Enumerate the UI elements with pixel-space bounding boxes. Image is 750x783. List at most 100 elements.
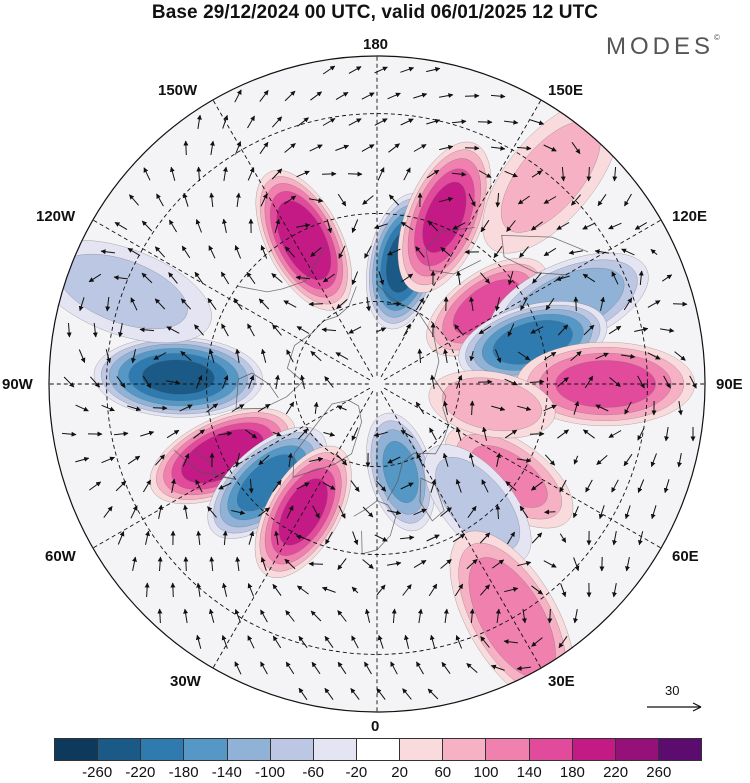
anomaly-center [207,426,327,539]
wind-vector [180,351,192,361]
wind-vector [400,221,414,231]
wind-vector [196,166,202,182]
wind-vector [600,296,605,311]
coastline [173,449,236,480]
wind-vector [183,140,189,156]
wind-vector [336,405,347,411]
wind-vector [247,115,255,129]
wind-vector [451,119,467,125]
wind-vector [479,532,491,544]
colorbar-tick-label: -20 [345,764,368,781]
wind-vector [480,219,490,233]
wind-vector [608,430,622,438]
wind-vector [260,556,267,571]
wind-vector [296,223,311,228]
wind-vector [208,608,215,623]
wind-vector [430,478,437,493]
colorbar-segment [98,739,142,760]
wind-vector [78,349,86,363]
wind-vector [208,245,216,259]
wind-vector [234,245,242,259]
wind-vector [362,506,374,518]
wind-vector [284,558,296,570]
wind-vector [296,170,310,178]
wind-vector [272,431,282,437]
wind-vector [555,275,570,282]
wind-vector [417,608,423,623]
wind-vector [337,193,347,207]
wind-vector-layer [61,65,697,701]
wind-vector [374,534,388,542]
wind-vector [336,454,348,466]
wind-vector [231,510,246,515]
wind-vector [141,220,153,232]
wind-vector [469,608,475,624]
anomaly-center [255,170,353,311]
wind-vector [272,583,282,596]
wind-vector [530,119,545,126]
wind-vector [142,375,152,389]
wind-vector [310,91,323,101]
wind-vector [531,637,543,647]
lon-label-120w: 120W [36,208,76,225]
wind-vector [310,350,322,362]
wind-vector [169,166,176,181]
wind-vector [455,635,463,649]
wind-vector [130,505,138,519]
wind-vector [313,401,319,414]
wind-vector [352,531,359,546]
wind-vector [260,348,267,363]
wind-vector [365,297,371,312]
wind-vector [647,300,661,308]
wind-vector [427,688,439,700]
wind-vector [248,478,254,494]
wind-vector [568,250,583,255]
wind-vector [440,559,452,569]
wind-vector [530,326,544,334]
wind-vector [439,93,454,98]
map-title: Base 29/12/2024 00 UTC, valid 06/01/2025… [151,2,599,23]
wind-vector [181,245,191,259]
wind-vector [235,348,241,363]
graticule-layer [49,56,705,712]
wind-vector [284,90,296,102]
wind-vector [584,375,594,389]
anomaly-center [426,257,548,357]
wind-vector [157,608,163,624]
wind-vector [611,479,619,493]
wind-vector [374,118,388,126]
latitude-circle [106,113,648,655]
wind-vector [196,530,202,545]
wind-vector [156,193,164,207]
wind-vector [634,327,649,332]
wind-vector [296,482,310,490]
meridian-line [380,89,548,378]
wind-vector [222,530,228,546]
wind-vector [426,66,441,73]
wind-vector [560,583,567,598]
wind-vector [440,247,452,257]
wind-vector [222,218,227,233]
wind-vector [638,270,644,286]
wind-vector [454,583,464,597]
wind-vector [504,586,519,593]
wind-vector [61,431,77,437]
wind-vector [283,300,297,308]
wind-vector [664,427,670,442]
wind-vector [362,195,374,205]
wind-vector [663,375,671,389]
wind-vector [677,453,682,468]
wind-vector [456,374,463,389]
wind-vector [517,560,532,567]
wind-vector [439,196,454,203]
wind-vector [478,325,492,335]
wind-vector [430,374,436,389]
wind-vector [585,479,593,493]
wind-vector [114,221,128,231]
wind-vector [285,661,295,675]
lon-label-30w: 30W [170,673,201,690]
wind-vector [218,482,232,490]
wind-vector [478,170,492,178]
wind-vector [559,479,567,493]
wind-vector [466,558,478,570]
